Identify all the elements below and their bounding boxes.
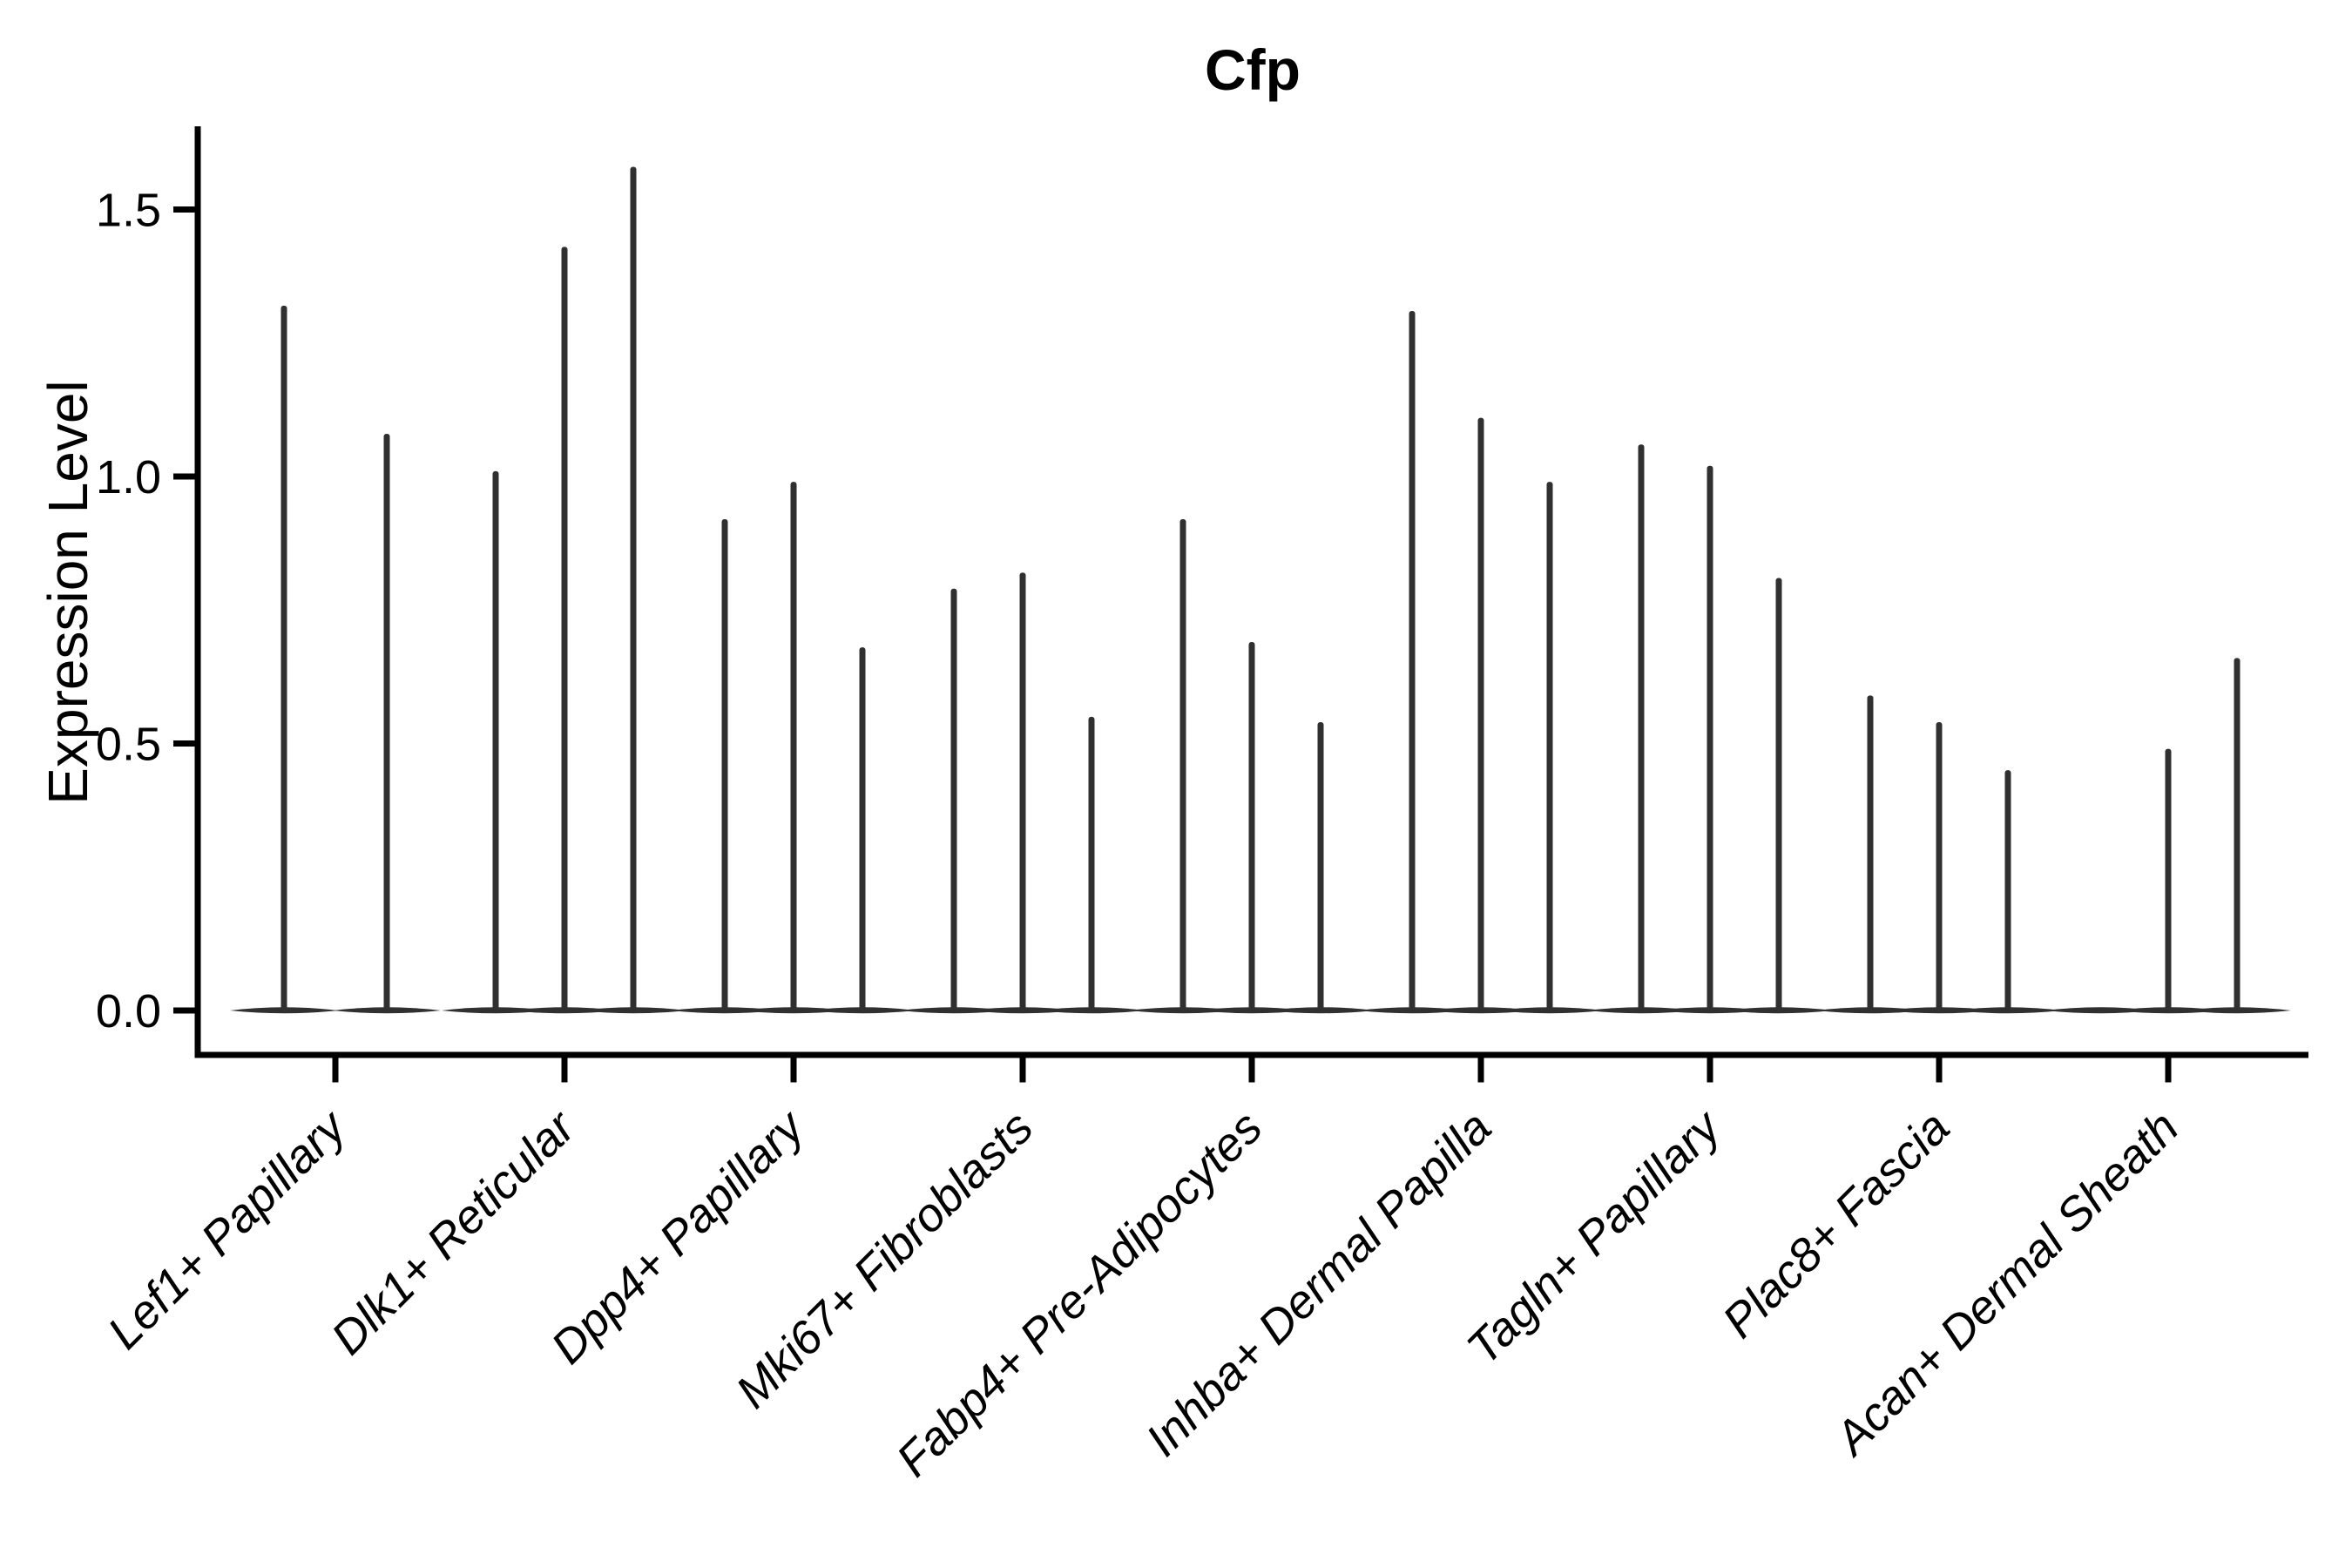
violin-spike xyxy=(950,588,957,1010)
violin-spike xyxy=(280,305,287,1011)
violin-spike xyxy=(1179,519,1186,1010)
violin-spike xyxy=(2165,748,2172,1010)
violin-spike xyxy=(1019,572,1026,1010)
x-tick-label: Fabp4+ Pre-Adipocytes xyxy=(887,1101,1273,1487)
y-tick-label: 0.0 xyxy=(96,985,161,1037)
y-tick-label: 1.0 xyxy=(96,451,161,504)
violin-spike xyxy=(383,433,390,1011)
violin-spike xyxy=(1248,642,1255,1010)
violin-spike xyxy=(721,519,728,1010)
violin-spike xyxy=(1317,721,1324,1010)
violin-spike xyxy=(2234,658,2240,1010)
y-tick-label: 1.5 xyxy=(96,185,161,237)
violin-spike xyxy=(1546,482,1553,1010)
violin-spike xyxy=(1775,578,1782,1010)
violin-spike xyxy=(1707,465,1713,1010)
violin-spike xyxy=(1477,417,1484,1010)
violin-spike xyxy=(630,166,637,1010)
x-tick-label: Dlk1+ Reticular xyxy=(321,1100,586,1365)
violins xyxy=(230,166,2291,1014)
violin-spike xyxy=(1638,444,1645,1011)
x-tick-label: Plac8+ Fascia xyxy=(1713,1101,1959,1348)
violin-spike xyxy=(1936,721,1943,1010)
y-axis-label: Expression Level xyxy=(37,380,99,804)
y-tick-label: 0.5 xyxy=(96,719,161,771)
violin-spike xyxy=(790,482,797,1010)
violin-base xyxy=(2045,1007,2153,1014)
violin-spike xyxy=(561,247,568,1010)
violin-spike xyxy=(1409,310,1416,1011)
violin-spike xyxy=(859,647,866,1010)
violin-spike xyxy=(2004,770,2011,1010)
violin-spike xyxy=(492,470,499,1010)
x-tick-label: Lef1+ Papillary xyxy=(98,1099,357,1359)
chart-title: Cfp xyxy=(1205,37,1301,102)
y-ticks: 0.0 0.5 1.0 1.5 xyxy=(96,185,198,1037)
violin-spike xyxy=(1867,695,1874,1010)
violin-spike xyxy=(1088,716,1095,1010)
